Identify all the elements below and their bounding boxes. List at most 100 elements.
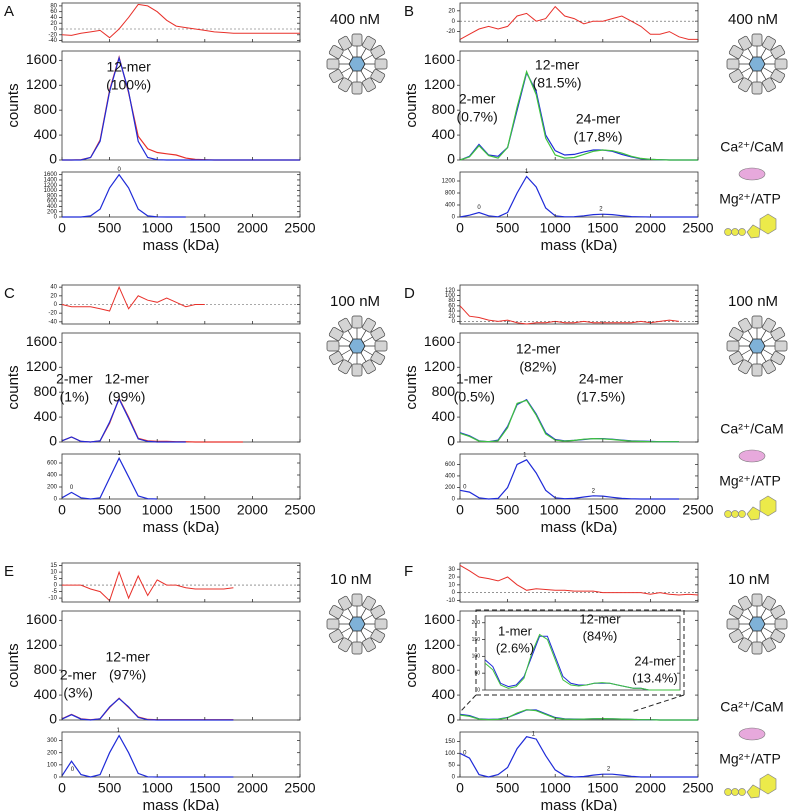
peak-label: 2-mer (60, 667, 97, 683)
y-tick-label: 120 (445, 288, 456, 294)
y-tick-label: 800 (34, 101, 58, 117)
y-tick-label: 20 (448, 575, 455, 581)
x-tick-label: 2000 (237, 502, 268, 518)
inset-peak-share: (2.6%) (496, 640, 534, 655)
data-line (459, 709, 698, 721)
data-line (61, 397, 186, 443)
x-tick-label: 1500 (587, 220, 618, 236)
peak-share: (81.5%) (533, 75, 582, 91)
y-tick-label: 1600 (26, 333, 57, 349)
y-tick-label: 20 (448, 8, 455, 14)
y-axis-label: counts (403, 643, 420, 687)
peak-label: 2-mer (56, 371, 93, 387)
data-line (61, 734, 234, 778)
x-tick-label: 500 (98, 780, 122, 796)
ligand-label: Mg²⁺/ATP (719, 473, 781, 489)
y-tick-label: 60 (50, 9, 57, 15)
x-tick-label: 2000 (635, 780, 666, 796)
peak-share: (82%) (519, 359, 556, 375)
peak-share: (99%) (108, 389, 145, 405)
plot-frame (459, 453, 699, 500)
y-tick-label: 1600 (424, 333, 455, 349)
y-tick-label: -40 (48, 38, 57, 44)
y-tick-label: -20 (446, 29, 455, 35)
component-id: 0 (463, 485, 467, 491)
component-id: 0 (71, 767, 75, 773)
ligand-label: Mg²⁺/ATP (719, 191, 781, 207)
component-id: 1 (523, 452, 527, 458)
peak-label: 12-mer (535, 57, 580, 73)
peak-share: (17.5%) (576, 389, 625, 405)
complex-icon (326, 593, 388, 655)
y-tick-label: 80 (448, 298, 455, 304)
x-tick-label: 1500 (587, 502, 618, 518)
component-id: 0 (477, 205, 481, 211)
data-line (62, 570, 234, 602)
y-tick-label: 200 (47, 209, 58, 215)
inset-peak-share: (84%) (583, 628, 618, 643)
peak-label: 12-mer (516, 341, 561, 357)
y-tick-label: 50 (448, 763, 455, 769)
y-tick-label: 40 (50, 285, 57, 291)
peak-label: 2-mer (459, 91, 496, 107)
inset-peak-share: (13.4%) (632, 670, 678, 685)
x-tick-label: 2500 (284, 780, 315, 796)
data-line (61, 285, 205, 312)
x-axis-label: mass (kDa) (143, 237, 220, 254)
y-tick-label: 400 (445, 474, 456, 480)
component-id: 0 (70, 485, 74, 491)
concentration: 400 nM (728, 11, 778, 28)
x-tick-label: 2500 (682, 220, 713, 236)
y-axis-label: counts (5, 83, 22, 127)
complex-icon (726, 33, 788, 95)
plot-frame (459, 50, 699, 161)
ligand-label: Ca²⁺/CaM (720, 699, 783, 715)
y-tick-label: 0 (452, 590, 456, 596)
peak-label: 24-mer (576, 111, 621, 127)
x-tick-label: 500 (496, 502, 520, 518)
data-line (459, 564, 699, 596)
y-tick-label: 20 (448, 314, 455, 320)
y-tick-label: 800 (432, 661, 456, 677)
y-tick-label: 300 (47, 738, 58, 744)
y-tick-label: 0 (54, 302, 58, 308)
x-tick-label: 1000 (142, 780, 173, 796)
y-tick-label: -10 (446, 598, 455, 604)
y-tick-label: 0 (452, 19, 456, 25)
component-id: 0 (463, 751, 467, 757)
y-axis-label: counts (403, 83, 420, 127)
y-tick-label: -40 (48, 319, 57, 325)
concentration: 400 nM (330, 11, 380, 28)
y-tick-label: 0 (49, 711, 57, 727)
plot-frame (459, 284, 699, 325)
plot-frame (459, 610, 699, 721)
y-tick-label: 20 (50, 21, 57, 27)
ligand-label: Ca²⁺/CaM (720, 421, 783, 437)
y-tick-label: 1200 (26, 76, 57, 92)
atp-icon (724, 213, 777, 239)
y-tick-label: 400 (432, 126, 456, 142)
y-tick-label: 600 (445, 462, 456, 468)
x-tick-label: 1000 (142, 220, 173, 236)
x-tick-label: 1500 (189, 502, 220, 518)
plot-frame (61, 562, 301, 603)
y-tick-label: 400 (34, 126, 58, 142)
y-tick-label: 1600 (26, 51, 57, 67)
y-tick-label: 400 (432, 408, 456, 424)
y-tick-label: 0 (54, 775, 58, 781)
atp-icon (724, 495, 777, 521)
y-tick-label: 20 (50, 293, 57, 299)
complex-icon (326, 33, 388, 95)
y-tick-label: 1600 (424, 51, 455, 67)
y-tick-label: 200 (47, 485, 58, 491)
y-tick-label: 800 (432, 383, 456, 399)
peak-share: (0.7%) (457, 109, 498, 125)
data-line (484, 633, 680, 691)
x-tick-label: 1500 (189, 780, 220, 796)
data-line (459, 709, 698, 721)
y-tick-label: 200 (445, 485, 456, 491)
y-tick-label: 100 (47, 762, 58, 768)
component-id: 0 (117, 167, 121, 173)
peak-share: (3%) (63, 685, 93, 701)
